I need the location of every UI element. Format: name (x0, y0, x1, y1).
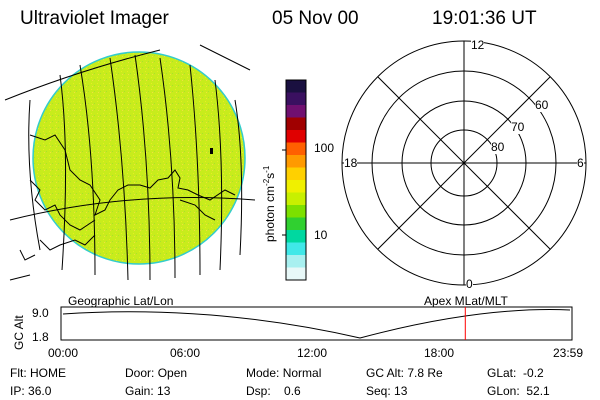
timeline-xtick-0: 00:00 (48, 346, 79, 360)
info-seq: Seq: 13 (366, 384, 408, 398)
info-glat: GLat: -0.2 (487, 366, 544, 380)
timeline-plot (60, 306, 573, 341)
timeline-ytick-bottom: 1.8 (32, 330, 49, 344)
timeline-ylabel: GC Alt (12, 315, 26, 350)
latitude-grid (4, 44, 256, 221)
colorbar-band (286, 92, 306, 106)
info-flt: Flt: HOME (10, 366, 67, 380)
info-mode: Mode: Normal (246, 366, 322, 380)
mlt-label-12: 12 (471, 38, 485, 52)
altitude-curve (62, 309, 571, 339)
colorbar-unit-label: photon cm-2s-1 (262, 165, 277, 242)
mlat-label-70: 70 (511, 120, 525, 134)
instrument-title: Ultraviolet Imager (20, 8, 169, 29)
colorbar-band (286, 167, 306, 181)
colorbar-band (286, 80, 306, 93)
longitude-grid (28, 54, 243, 281)
timeline-ytick-top: 9.0 (32, 306, 49, 320)
colorbar-band (286, 242, 306, 256)
colorbar-band (286, 255, 306, 268)
colorbar-band (286, 155, 306, 168)
colorbar-band (286, 267, 306, 281)
mlt-label-6: 6 (577, 156, 584, 170)
info-dsp: Dsp: 0.6 (246, 384, 301, 398)
polar-plot (341, 40, 587, 286)
geographic-image (4, 44, 256, 281)
colorbar-band (286, 117, 306, 131)
colorbar-band (286, 180, 306, 193)
timeline-xtick-4: 23:59 (553, 346, 584, 360)
mlt-label-18: 18 (344, 156, 358, 170)
mlat-label-80: 80 (491, 140, 505, 154)
coastlines (9, 134, 236, 281)
mlat-label-60: 60 (535, 98, 549, 112)
date-label: 05 Nov 00 (272, 8, 359, 29)
timeline-right-title: Apex MLat/MLT (424, 294, 508, 308)
colorbar-tick-100: 100 (314, 141, 335, 155)
color-bar (282, 79, 307, 281)
timeline-xtick-1: 06:00 (170, 346, 201, 360)
colorbar-band (286, 142, 306, 156)
timeline-left-title: Geographic Lat/Lon (68, 294, 174, 308)
mlt-label-0: 0 (466, 277, 473, 291)
info-gain: Gain: 13 (125, 384, 171, 398)
colorbar-tick-10: 10 (314, 228, 328, 242)
info-door: Door: Open (125, 366, 188, 380)
info-gcalt: GC Alt: 7.8 Re (366, 366, 443, 380)
colorbar-band (286, 130, 306, 143)
colorbar-band (286, 217, 306, 231)
colorbar-band (286, 205, 306, 218)
colorbar-band (286, 230, 306, 243)
time-label: 19:01:36 UT (432, 8, 537, 29)
timeline-xtick-3: 18:00 (424, 346, 455, 360)
timeline-xtick-2: 12:00 (297, 346, 328, 360)
info-glon: GLon: 52.1 (487, 384, 550, 398)
info-ip: IP: 36.0 (10, 384, 52, 398)
colorbar-band (286, 105, 306, 118)
colorbar-band (286, 192, 306, 206)
